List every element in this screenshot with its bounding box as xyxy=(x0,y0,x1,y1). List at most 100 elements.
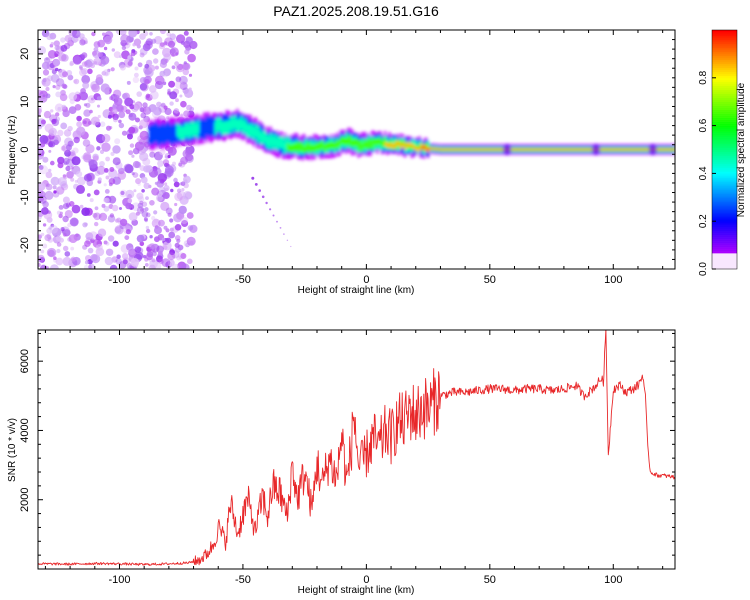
noise-blob xyxy=(258,189,262,192)
ridge-cell xyxy=(446,149,449,150)
noise-blob xyxy=(50,223,55,228)
colorbar-cell xyxy=(712,175,737,178)
noise-blob xyxy=(44,190,54,200)
ridge-cell xyxy=(268,137,271,150)
ridge-cell xyxy=(359,139,362,147)
noise-blob xyxy=(73,78,80,85)
y-tick-label: 10 xyxy=(19,96,31,108)
noise-blob xyxy=(152,48,159,55)
ridge-cell xyxy=(154,122,157,143)
ridge-cell xyxy=(522,149,524,150)
noise-blob xyxy=(131,172,135,176)
noise-blob xyxy=(120,190,125,196)
ridge-cell xyxy=(339,137,342,145)
ridge-cell xyxy=(179,126,182,139)
colorbar-cell xyxy=(712,215,737,218)
noise-blob xyxy=(71,204,81,214)
ridge-cell xyxy=(156,124,159,145)
colorbar-cell xyxy=(712,249,737,252)
colorbar-cell xyxy=(712,135,737,138)
noise-blob xyxy=(45,171,53,179)
ridge-cell xyxy=(468,149,471,150)
ridge-cell xyxy=(318,142,321,153)
noise-blob xyxy=(93,57,101,66)
noise-blob xyxy=(178,205,187,215)
ridge-cell xyxy=(372,142,374,149)
ridge-cell xyxy=(620,149,623,150)
noise-blob xyxy=(79,33,85,40)
noise-blob xyxy=(174,202,178,207)
ridge-cell xyxy=(560,149,563,150)
noise-blob xyxy=(92,155,99,162)
ridge-cell xyxy=(373,138,375,145)
ridge-cell xyxy=(190,124,193,138)
noise-blob xyxy=(149,235,153,239)
ridge-cell xyxy=(288,144,291,152)
noise-blob xyxy=(79,204,84,209)
noise-blob xyxy=(72,30,81,39)
ridge-cell xyxy=(304,139,307,151)
ridge-cell xyxy=(215,119,218,133)
noise-blob xyxy=(145,212,151,218)
noise-blob xyxy=(109,264,118,269)
noise-blob xyxy=(38,165,49,175)
ridge-cell xyxy=(514,149,517,150)
noise-blob xyxy=(77,176,86,186)
ridge-cell xyxy=(589,149,592,150)
colorbar-cell xyxy=(712,185,737,188)
ridge-cell xyxy=(394,144,397,149)
noise-blob xyxy=(38,182,46,191)
colorbar-cell xyxy=(712,179,737,182)
ridge-cell xyxy=(600,149,603,150)
ridge-cell xyxy=(196,125,199,139)
noise-blob xyxy=(187,225,194,231)
ridge-cell xyxy=(458,149,461,150)
ridge-cell xyxy=(367,143,370,150)
colorbar-cell xyxy=(712,95,737,99)
noise-blob xyxy=(143,182,150,189)
ridge-cell xyxy=(286,137,289,149)
noise-blob xyxy=(130,258,140,267)
ridge-cell xyxy=(477,149,480,150)
ridge-cell xyxy=(150,123,153,144)
noise-blob xyxy=(159,60,167,69)
ridge-cell xyxy=(403,141,405,155)
ridge-cell xyxy=(668,149,671,150)
noise-blob xyxy=(42,94,46,98)
noise-blob xyxy=(175,98,179,103)
ridge-cell xyxy=(253,127,255,141)
noise-blob xyxy=(124,235,130,241)
noise-blob xyxy=(92,50,97,56)
ridge-cell xyxy=(520,149,523,150)
ridge-cell xyxy=(617,149,620,150)
ridge-cell xyxy=(165,123,168,143)
ridge-cell xyxy=(490,149,493,150)
noise-blob xyxy=(165,187,169,191)
ridge-cell xyxy=(657,149,660,150)
colorbar-cell xyxy=(712,221,737,224)
noise-blob xyxy=(145,228,151,234)
ridge-cell xyxy=(550,149,553,150)
y-tick-label: -20 xyxy=(19,237,31,253)
noise-blob xyxy=(127,198,133,204)
noise-blob xyxy=(69,217,79,227)
noise-blob xyxy=(104,256,114,266)
noise-blob xyxy=(81,207,90,216)
noise-blob xyxy=(79,39,86,46)
ridge-cell xyxy=(426,143,429,149)
noise-blob xyxy=(119,218,128,227)
noise-blob xyxy=(62,174,68,180)
noise-blob xyxy=(58,53,67,62)
ridge-cell xyxy=(218,117,221,131)
ridge-cell xyxy=(346,137,349,145)
noise-blob xyxy=(94,221,99,227)
ridge-cell xyxy=(565,149,568,150)
ridge-cell xyxy=(484,149,487,150)
noise-blob xyxy=(126,80,131,85)
ridge-cell xyxy=(205,116,208,136)
ridge-cell xyxy=(289,144,292,153)
ridge-cell xyxy=(662,149,664,150)
ridge-cell xyxy=(435,148,438,150)
ridge-cell xyxy=(469,149,472,150)
ridge-cell xyxy=(280,137,283,150)
